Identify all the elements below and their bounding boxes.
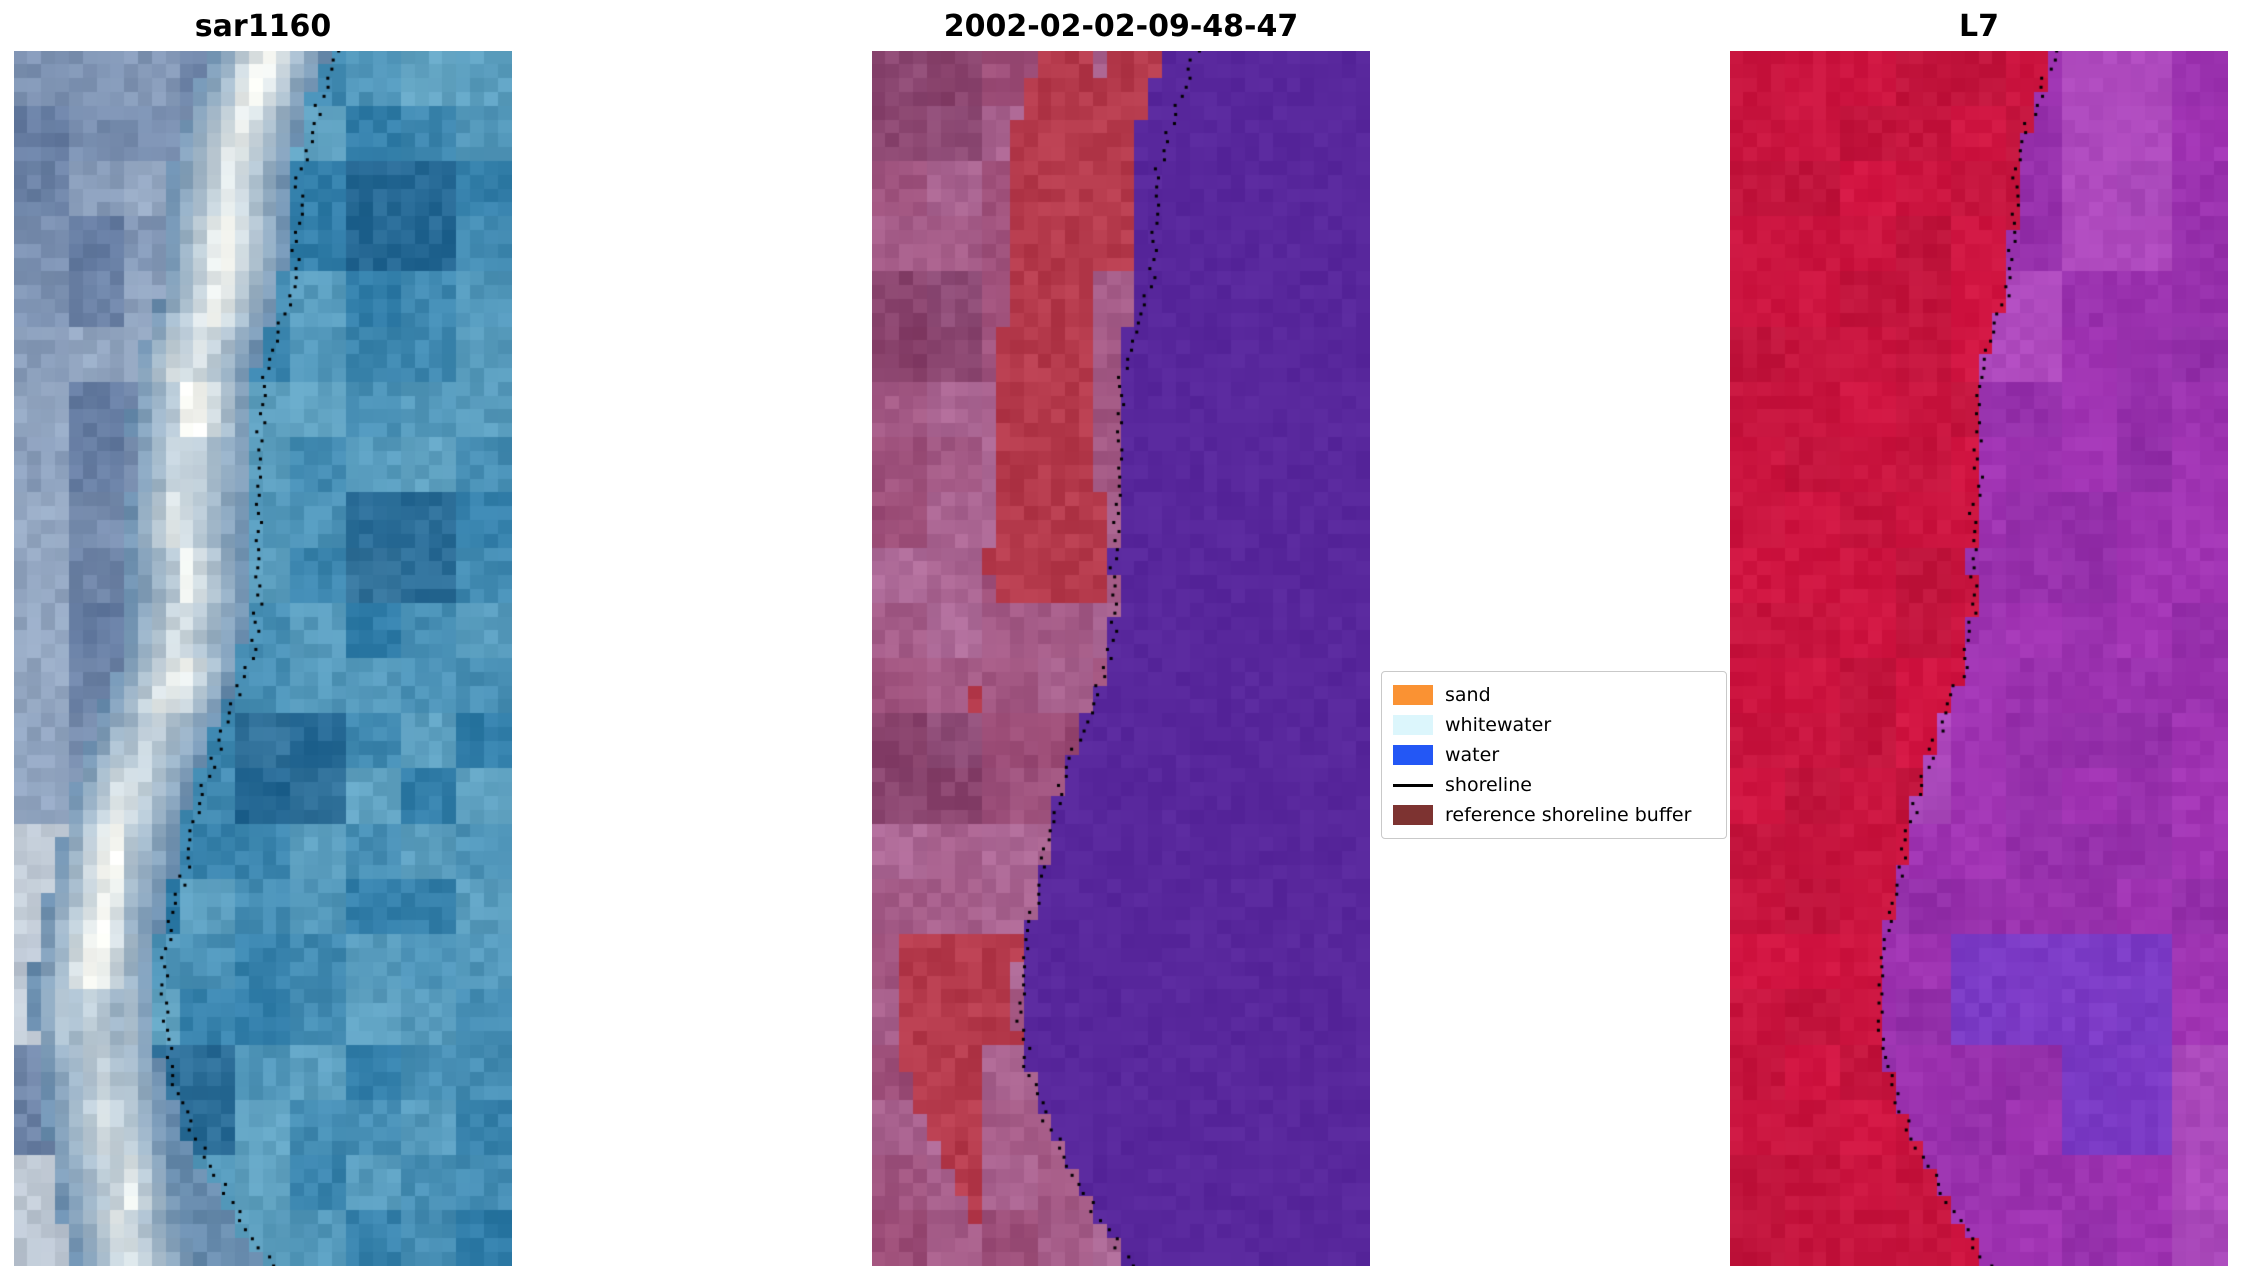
- legend-color-swatch: [1393, 745, 1433, 765]
- panel-title-l7: L7: [1959, 9, 1999, 44]
- legend-label: shoreline: [1445, 774, 1532, 796]
- legend-entry: water: [1393, 741, 1715, 769]
- panel-title-date: 2002-02-02-09-48-47: [943, 9, 1299, 44]
- legend: sand whitewater water shoreline reference sh…: [1381, 671, 1727, 839]
- legend-entry: whitewater: [1393, 711, 1715, 739]
- l7-image: [1730, 51, 2228, 1266]
- legend-line-swatch: [1393, 783, 1433, 787]
- legend-color-swatch: [1393, 805, 1433, 825]
- legend-entry: shoreline: [1393, 771, 1715, 799]
- legend-label: sand: [1445, 684, 1491, 706]
- panel-title-sar1160: sar1160: [194, 9, 332, 44]
- legend-entry: reference shoreline buffer: [1393, 801, 1715, 829]
- legend-entry: sand: [1393, 681, 1715, 709]
- classification-image: [872, 51, 1370, 1266]
- legend-label: reference shoreline buffer: [1445, 804, 1692, 826]
- legend-label: whitewater: [1445, 714, 1552, 736]
- legend-label: water: [1445, 744, 1500, 766]
- legend-color-swatch: [1393, 685, 1433, 705]
- sar-image: [14, 51, 512, 1266]
- legend-entries: sand whitewater water shoreline reference sh…: [1393, 681, 1715, 829]
- legend-color-swatch: [1393, 715, 1433, 735]
